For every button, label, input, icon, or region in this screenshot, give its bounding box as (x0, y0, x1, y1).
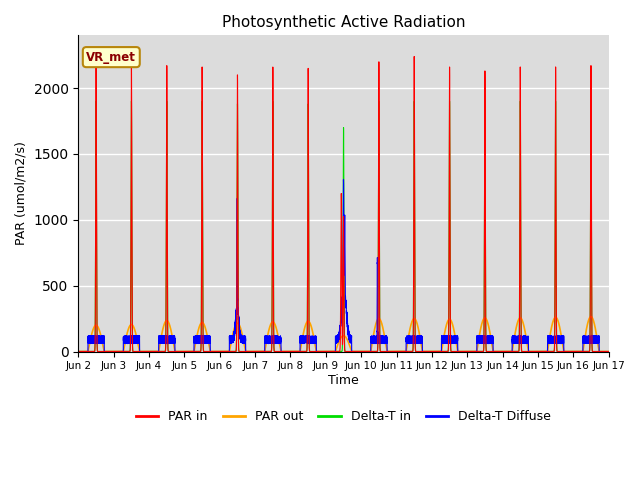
Legend: PAR in, PAR out, Delta-T in, Delta-T Diffuse: PAR in, PAR out, Delta-T in, Delta-T Dif… (131, 405, 556, 428)
Y-axis label: PAR (umol/m2/s): PAR (umol/m2/s) (15, 142, 28, 245)
Text: VR_met: VR_met (86, 50, 136, 64)
Title: Photosynthetic Active Radiation: Photosynthetic Active Radiation (222, 15, 465, 30)
X-axis label: Time: Time (328, 374, 359, 387)
